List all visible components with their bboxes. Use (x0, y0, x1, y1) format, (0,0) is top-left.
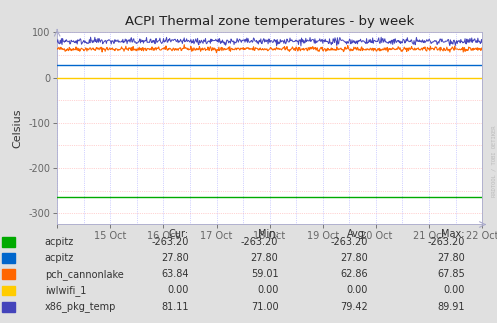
Text: 27.80: 27.80 (437, 253, 465, 263)
Text: 67.85: 67.85 (437, 269, 465, 279)
Text: 0.00: 0.00 (346, 286, 368, 296)
Text: 89.91: 89.91 (437, 302, 465, 312)
Title: ACPI Thermal zone temperatures - by week: ACPI Thermal zone temperatures - by week (125, 16, 414, 28)
Text: -263.20: -263.20 (241, 237, 278, 247)
Text: acpitz: acpitz (45, 237, 74, 247)
Bar (2, 302, 15, 312)
Y-axis label: Celsius: Celsius (12, 109, 23, 148)
Text: Min:: Min: (257, 229, 278, 239)
Text: Max:: Max: (441, 229, 465, 239)
Text: 27.80: 27.80 (250, 253, 278, 263)
Text: 79.42: 79.42 (340, 302, 368, 312)
Text: 0.00: 0.00 (443, 286, 465, 296)
Text: 81.11: 81.11 (162, 302, 189, 312)
Text: pch_cannonlake: pch_cannonlake (45, 269, 123, 280)
Text: 59.01: 59.01 (250, 269, 278, 279)
Text: -263.20: -263.20 (331, 237, 368, 247)
Text: x86_pkg_temp: x86_pkg_temp (45, 301, 116, 312)
Text: iwlwifi_1: iwlwifi_1 (45, 285, 86, 296)
Text: RRDTOOL / TOBI OETIKER: RRDTOOL / TOBI OETIKER (491, 126, 496, 197)
Text: Avg:: Avg: (346, 229, 368, 239)
Text: -263.20: -263.20 (427, 237, 465, 247)
Text: 27.80: 27.80 (340, 253, 368, 263)
Bar (2, 269, 15, 279)
Text: 62.86: 62.86 (340, 269, 368, 279)
Text: 0.00: 0.00 (257, 286, 278, 296)
Text: 63.84: 63.84 (162, 269, 189, 279)
Text: 27.80: 27.80 (161, 253, 189, 263)
Bar (2, 253, 15, 263)
Bar (2, 286, 15, 296)
Text: Cur:: Cur: (169, 229, 189, 239)
Bar (2, 237, 15, 247)
Text: -263.20: -263.20 (152, 237, 189, 247)
Text: 71.00: 71.00 (250, 302, 278, 312)
Text: acpitz: acpitz (45, 253, 74, 263)
Text: 0.00: 0.00 (167, 286, 189, 296)
